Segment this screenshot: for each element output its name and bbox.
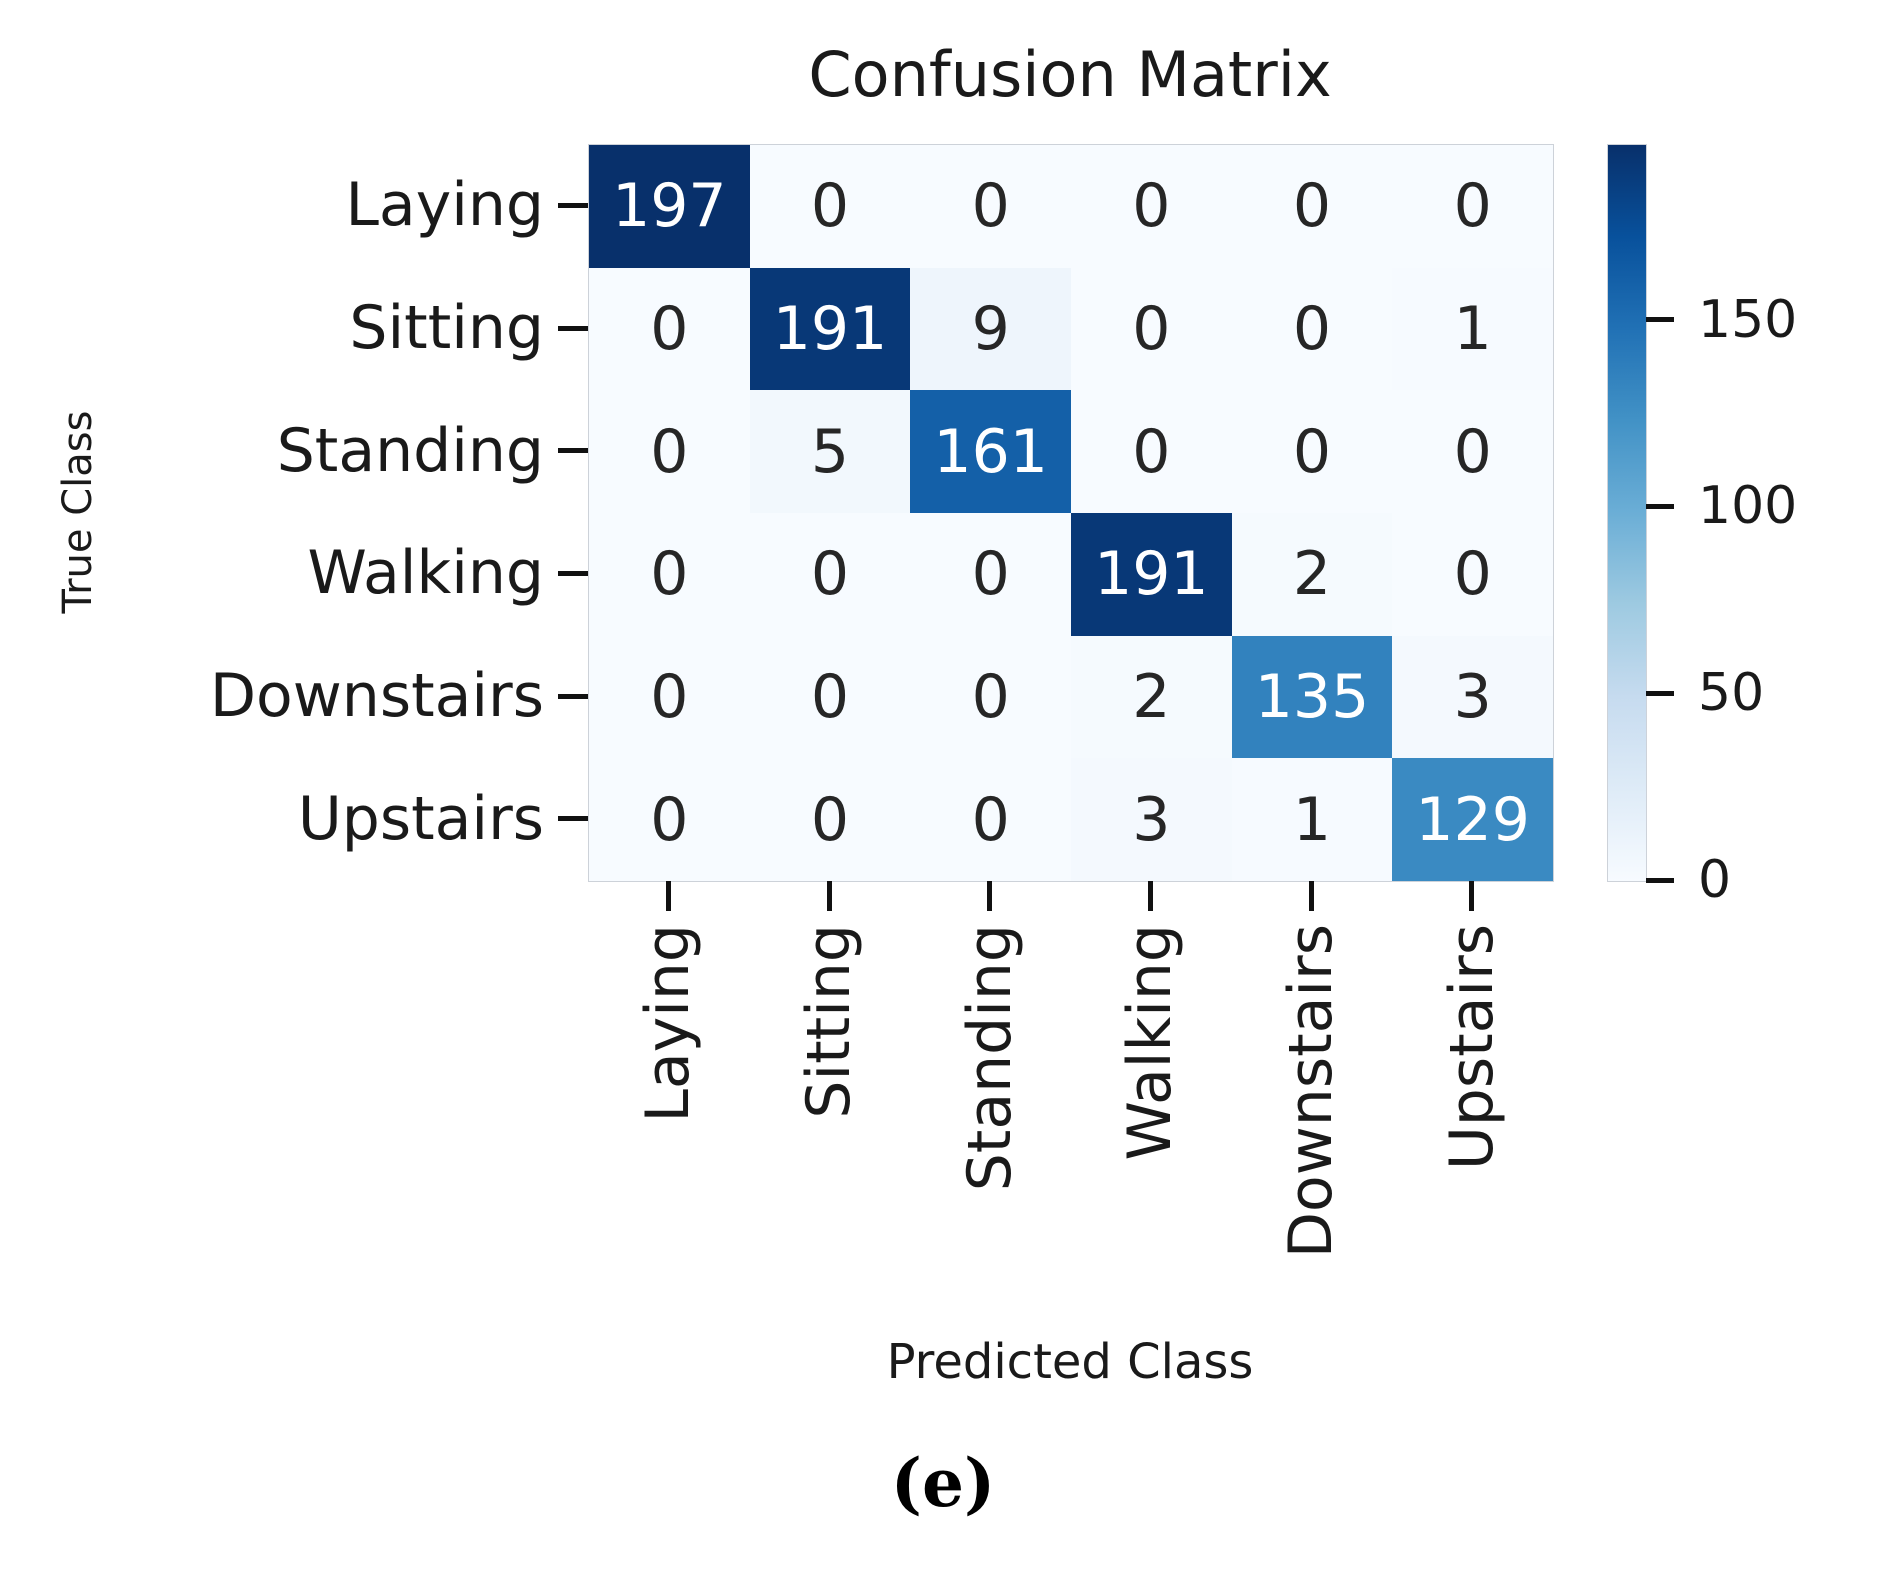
- heatmap-cell: 0: [749, 512, 911, 636]
- heatmap-cell: 0: [1392, 390, 1553, 513]
- heatmap-cell: 191: [1071, 512, 1232, 636]
- colorbar-tick-label: 50: [1698, 663, 1765, 724]
- colorbar-tick-mark: [1646, 503, 1674, 509]
- heatmap-cell: 161: [910, 390, 1071, 513]
- heatmap-cell: 0: [1231, 390, 1393, 513]
- y-axis-label: True Class: [55, 410, 101, 614]
- colorbar-tick-mark: [1646, 317, 1674, 323]
- x-tick-mark: [1469, 881, 1475, 911]
- heatmap-cell: 9: [910, 267, 1071, 391]
- colorbar-tick-label: 100: [1698, 476, 1798, 537]
- x-tick-mark: [826, 881, 832, 911]
- heatmap-cell: 3: [1392, 635, 1553, 759]
- heatmap-cell: 0: [1392, 145, 1553, 268]
- y-tick-label: Downstairs: [209, 661, 544, 731]
- figure-caption: (e): [890, 1444, 996, 1522]
- heatmap-cell: 5: [749, 390, 911, 513]
- colorbar-tick-label: 150: [1698, 289, 1798, 350]
- colorbar-tick-mark: [1646, 877, 1674, 883]
- chart-title: Confusion Matrix: [808, 38, 1332, 111]
- heatmap-cell: 0: [749, 758, 911, 881]
- y-tick-mark: [558, 816, 588, 822]
- colorbar-tick-mark: [1646, 690, 1674, 696]
- y-tick-label: Sitting: [349, 293, 544, 363]
- y-tick-mark: [558, 202, 588, 208]
- heatmap-cell: 0: [589, 267, 750, 391]
- heatmap-cell: 0: [910, 512, 1071, 636]
- heatmap-cell: 0: [749, 635, 911, 759]
- y-tick-label: Laying: [345, 170, 545, 241]
- colorbar-tick-label: 0: [1698, 850, 1732, 910]
- heatmap-cell: 0: [1071, 145, 1232, 268]
- heatmap-cell: 191: [749, 267, 911, 391]
- heatmap-cell: 1: [1392, 267, 1553, 391]
- x-axis-label: Predicted Class: [886, 1334, 1254, 1390]
- heatmap-cell: 3: [1071, 758, 1232, 881]
- x-tick-mark: [665, 881, 671, 911]
- y-tick-label: Upstairs: [297, 783, 544, 854]
- heatmap-cell: 0: [589, 758, 750, 881]
- heatmap-cell: 0: [1231, 267, 1393, 391]
- heatmap-cell: 0: [910, 758, 1071, 881]
- heatmap-cell: 2: [1071, 635, 1232, 759]
- heatmap-grid: 197 0 0 0 0 0 0 191 9 0 0 1 0 5 161 0 0 0 0 0 0 191 2 0 0 0 0 2 135 3…: [588, 144, 1554, 882]
- heatmap-cell: 0: [589, 512, 750, 636]
- heatmap-cell: 0: [910, 145, 1071, 268]
- heatmap-cell: 0: [1071, 390, 1232, 513]
- x-tick-mark: [1308, 881, 1314, 911]
- colorbar-gradient: [1608, 145, 1646, 881]
- y-tick-mark: [558, 693, 588, 699]
- heatmap-cell: 0: [910, 635, 1071, 759]
- heatmap-cell: 0: [749, 145, 911, 268]
- heatmap-cell: 0: [589, 635, 750, 759]
- y-tick-mark: [558, 325, 588, 331]
- heatmap-cell: 0: [1231, 145, 1393, 268]
- heatmap-cell: 0: [1392, 512, 1553, 636]
- y-tick-mark: [558, 570, 588, 576]
- x-tick-mark: [1147, 881, 1153, 911]
- x-tick-mark: [987, 881, 993, 911]
- heatmap-cell: 2: [1231, 512, 1393, 636]
- heatmap-cell: 0: [1071, 267, 1232, 391]
- heatmap-cell: 0: [589, 390, 750, 513]
- heatmap-cell: 197: [589, 145, 750, 268]
- colorbar: [1607, 144, 1647, 882]
- heatmap-cell: 1: [1231, 758, 1393, 881]
- y-tick-label: Walking: [307, 538, 544, 609]
- y-tick-mark: [558, 448, 588, 454]
- heatmap-cell: 129: [1392, 758, 1553, 881]
- heatmap-cell: 135: [1231, 635, 1393, 759]
- y-tick-label: Standing: [276, 415, 544, 486]
